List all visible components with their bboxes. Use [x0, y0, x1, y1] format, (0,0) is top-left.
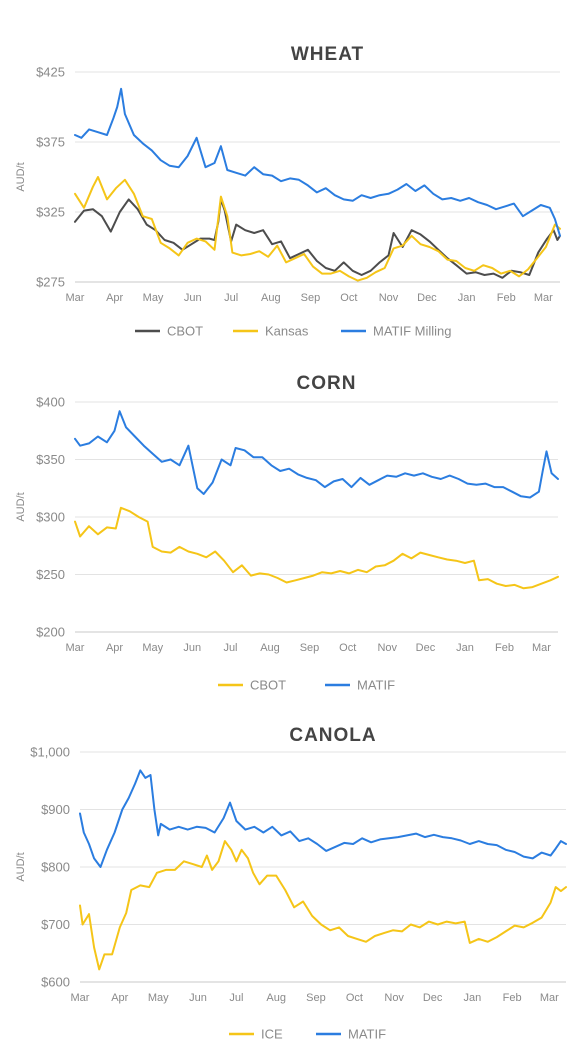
wheat-x-tick-label: Jan [458, 292, 476, 304]
wheat-series-matif-milling [74, 87, 561, 237]
wheat-x-tick-label: Mar [66, 292, 85, 304]
wheat-x-tick-label: Jun [184, 292, 202, 304]
canola-x-tick-label: Dec [423, 992, 443, 1004]
corn-x-tick-label: Mar [532, 642, 551, 654]
wheat-x-tick-label: Sep [301, 292, 321, 304]
canola-x-tick-label: Jul [229, 992, 243, 1004]
wheat-series-kansas [74, 176, 561, 282]
corn-title: CORN [297, 373, 357, 394]
canola-x-tick-label: Nov [384, 992, 404, 1004]
canola-series-ice [79, 840, 567, 971]
wheat-legend-label-kansas: Kansas [265, 324, 309, 339]
canola-x-tick-label: Mar [71, 992, 90, 1004]
canola-legend-label-matif: MATIF [348, 1027, 386, 1042]
canola-y-axis-label: AUD/t [15, 852, 27, 881]
wheat-x-tick-label: Apr [106, 292, 123, 304]
corn-y-tick-label: $300 [36, 510, 65, 525]
corn-y-tick-label: $200 [36, 625, 65, 640]
canola-y-tick-label: $800 [41, 860, 70, 875]
corn-series-cbot [74, 506, 559, 590]
corn-x-tick-label: Aug [260, 642, 280, 654]
corn-y-tick-label: $350 [36, 452, 65, 467]
corn-x-tick-label: Jun [183, 642, 201, 654]
wheat-x-tick-label: Jul [224, 292, 238, 304]
corn-y-tick-label: $400 [36, 395, 65, 410]
corn-x-tick-label: Nov [377, 642, 397, 654]
wheat-series-cbot [74, 198, 561, 279]
wheat-x-tick-label: Feb [497, 292, 516, 304]
wheat-x-tick-label: Aug [261, 292, 281, 304]
wheat-y-tick-label: $275 [36, 275, 65, 290]
wheat-title: WHEAT [291, 44, 364, 65]
canola-y-tick-label: $600 [41, 975, 70, 990]
wheat-x-tick-label: Mar [534, 292, 553, 304]
canola-x-tick-label: Aug [266, 992, 286, 1004]
wheat-y-tick-label: $325 [36, 205, 65, 220]
wheat-y-tick-label: $425 [36, 65, 65, 80]
wheat-x-tick-label: Nov [379, 292, 399, 304]
corn-series-matif [74, 410, 559, 499]
canola-x-tick-label: May [148, 992, 169, 1004]
canola-y-tick-label: $700 [41, 917, 70, 932]
wheat-chart: WHEAT $275 $325 $375 $425 AUD/t Mar Apr May Jun Ju… [15, 44, 561, 339]
corn-legend-label-cbot: CBOT [250, 678, 286, 693]
canola-x-tick-label: Feb [503, 992, 522, 1004]
wheat-x-tick-label: May [143, 292, 164, 304]
wheat-x-tick-label: Dec [417, 292, 437, 304]
canola-x-tick-label: Jan [464, 992, 482, 1004]
wheat-x-tick-label: Oct [340, 292, 357, 304]
corn-x-tick-label: Oct [339, 642, 356, 654]
corn-y-axis-label: AUD/t [15, 492, 27, 521]
canola-y-tick-label: $900 [41, 802, 70, 817]
wheat-legend-label-cbot: CBOT [167, 324, 203, 339]
canola-series-matif [79, 769, 567, 868]
canola-legend-label-ice: ICE [261, 1027, 283, 1042]
corn-x-tick-label: Mar [66, 642, 85, 654]
corn-x-tick-label: Apr [106, 642, 123, 654]
wheat-legend-label-matif-milling: MATIF Milling [373, 324, 451, 339]
corn-chart: CORN $200 $250 $300 $350 $400 AUD/t Mar Apr May Ju… [15, 373, 559, 693]
canola-x-tick-label: Apr [111, 992, 128, 1004]
canola-y-tick-label: $1,000 [30, 745, 70, 760]
corn-legend-label-matif: MATIF [357, 678, 395, 693]
corn-x-tick-label: Dec [416, 642, 436, 654]
wheat-y-tick-label: $375 [36, 135, 65, 150]
corn-x-tick-label: Jan [456, 642, 474, 654]
corn-x-tick-label: Jul [223, 642, 237, 654]
canola-x-tick-label: Sep [306, 992, 326, 1004]
corn-x-tick-label: May [142, 642, 163, 654]
canola-x-tick-label: Oct [346, 992, 363, 1004]
corn-y-tick-label: $250 [36, 567, 65, 582]
corn-x-tick-label: Feb [495, 642, 514, 654]
canola-x-tick-label: Jun [189, 992, 207, 1004]
wheat-y-axis-label: AUD/t [15, 162, 27, 191]
canola-chart: CANOLA $600 $700 $800 $900 $1,000 AUD/t Mar Apr M… [15, 725, 567, 1042]
corn-x-tick-label: Sep [300, 642, 320, 654]
canola-x-tick-label: Mar [540, 992, 559, 1004]
canola-title: CANOLA [289, 725, 376, 746]
